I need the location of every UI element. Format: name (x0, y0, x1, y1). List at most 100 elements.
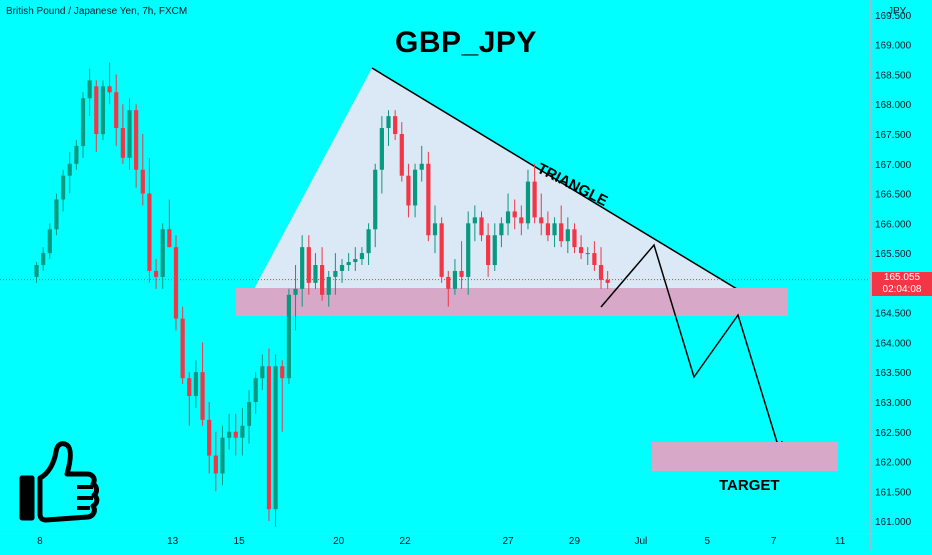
price-tick-label: 169.500 (875, 11, 912, 22)
candle-body (306, 247, 311, 283)
candle-body (439, 223, 444, 277)
price-tick-label: 164.000 (875, 338, 912, 349)
candle-body (532, 181, 537, 218)
candle-body (539, 217, 544, 224)
symbol-info[interactable]: British Pound / Japanese Yen, 7h, FXCM (6, 6, 188, 17)
triangle-pattern (254, 68, 736, 289)
candle-body (60, 175, 66, 200)
candle-body (426, 163, 431, 236)
candle-body (100, 86, 106, 134)
candle-body (227, 431, 232, 438)
candle-body (87, 80, 92, 99)
candle-body (127, 110, 132, 158)
candle-body (180, 318, 185, 379)
candle-body (286, 294, 291, 379)
candle-body (525, 181, 531, 224)
candle-body (386, 116, 391, 129)
candle-body (393, 116, 398, 134)
candle-body (552, 223, 557, 236)
candle-body (559, 223, 564, 242)
price-tick-label: 165.500 (875, 249, 912, 260)
candle-body (452, 270, 458, 289)
candle-body (572, 229, 577, 248)
candle-body (94, 86, 99, 134)
time-tick-label: 11 (835, 536, 846, 547)
candle-body (67, 163, 72, 176)
candle-body (293, 288, 298, 295)
price-tick-label: 168.000 (875, 100, 912, 111)
candle-body (114, 92, 119, 129)
candle-body (499, 223, 504, 236)
chart-title: GBP_JPY (395, 26, 537, 59)
candle-body (41, 253, 46, 266)
candle-body (512, 211, 517, 218)
price-tick-label: 162.500 (875, 428, 912, 439)
candle-body (253, 378, 258, 402)
time-tick-label: 13 (167, 536, 179, 547)
price-tick-label: 167.500 (875, 130, 912, 141)
price-tick-label: 163.000 (875, 398, 912, 409)
price-tick-label: 164.500 (875, 309, 912, 320)
candle-body (353, 259, 358, 263)
candle-body (246, 401, 252, 426)
time-axis[interactable]: 8 13 15 20 22 27 29 Jul 5 7 11 (37, 536, 846, 547)
candle-body (432, 223, 438, 236)
candle-body (80, 98, 86, 146)
candle-body (266, 366, 272, 510)
candle-body (406, 175, 411, 206)
target-label: TARGET (719, 477, 780, 494)
price-tick-label: 169.000 (875, 41, 912, 52)
candle-body (207, 419, 212, 456)
time-tick-label: 20 (333, 536, 345, 547)
candle-body (333, 270, 338, 277)
candle-body (366, 229, 371, 254)
price-tick-label: 161.000 (875, 517, 912, 528)
time-tick-label: 29 (569, 536, 581, 547)
time-tick-label: 7 (771, 536, 777, 547)
candle-body (579, 247, 584, 254)
time-tick-label: 5 (705, 536, 711, 547)
candle-body (187, 378, 192, 397)
candle-body (280, 366, 285, 379)
candle-body (545, 223, 551, 236)
price-tick-label: 168.500 (875, 70, 912, 81)
candle-body (140, 169, 145, 194)
triangle-resistance-line (371, 67, 738, 290)
price-tick-label: 167.000 (875, 160, 912, 171)
price-tick-label: 166.000 (875, 219, 912, 230)
candle-body (54, 199, 59, 230)
projection-path (600, 243, 781, 453)
candle-body (200, 372, 205, 420)
price-tick-label: 163.500 (875, 368, 912, 379)
candle-body (74, 145, 79, 164)
candle-body (339, 265, 345, 271)
candle-body (519, 217, 524, 224)
candle-body (120, 128, 125, 158)
candle-body (167, 229, 172, 248)
candle-body (492, 235, 497, 266)
candle-body (346, 262, 351, 266)
candle-body (220, 437, 225, 474)
candle-body (326, 276, 331, 295)
candle-body (466, 223, 471, 277)
target-zone (652, 442, 838, 471)
candle-body (399, 133, 404, 176)
candle-body (173, 247, 179, 319)
last-price-badge[interactable]: 165.055 02:04:08 (872, 272, 932, 296)
time-tick-label: 22 (400, 536, 412, 547)
candle-body (505, 211, 511, 224)
candle-body (34, 265, 39, 277)
candles-layer (0, 62, 870, 528)
candle-body (419, 163, 424, 170)
price-tick-label: 161.500 (875, 487, 912, 498)
candle-body (233, 431, 238, 438)
last-price-value: 165.055 (883, 272, 921, 283)
candle-body (412, 169, 418, 206)
bar-countdown: 02:04:08 (882, 284, 922, 295)
candle-body (373, 169, 378, 230)
candle-body (134, 110, 139, 170)
candle-body (359, 253, 365, 260)
